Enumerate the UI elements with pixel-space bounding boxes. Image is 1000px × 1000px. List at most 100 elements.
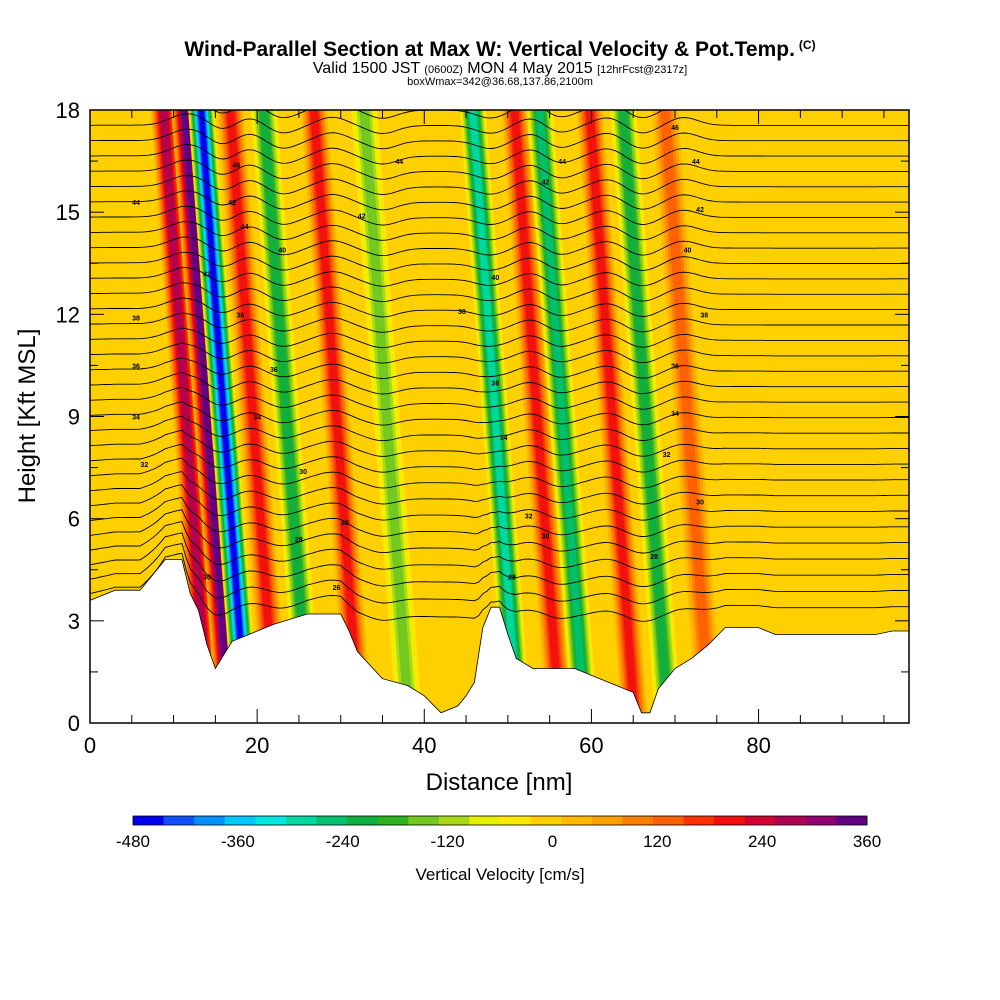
colorbar-swatch xyxy=(714,816,746,825)
isentrope-line xyxy=(90,401,909,426)
isentrope-label: 44 xyxy=(241,224,249,231)
isentrope-label: 34 xyxy=(500,435,508,442)
isentrope-label: 42 xyxy=(228,200,236,207)
isentrope-line xyxy=(90,484,909,521)
isentrope-line xyxy=(90,251,909,272)
isentrope-line xyxy=(90,327,909,349)
y-tick-label: 0 xyxy=(68,711,80,736)
w-band-2 xyxy=(182,110,265,723)
isentrope-line xyxy=(90,357,909,379)
y-tick-label: 18 xyxy=(56,98,80,123)
isentrope-line xyxy=(90,128,909,150)
isentrope-line xyxy=(90,552,909,622)
isentrope-line xyxy=(90,221,909,241)
w-band-6 xyxy=(345,110,428,723)
chart-title: Wind-Parallel Section at Max W: Vertical… xyxy=(0,38,1000,62)
isentrope-line xyxy=(90,521,909,571)
isentrope-label: 40 xyxy=(684,248,692,255)
isentrope-label: 26 xyxy=(333,585,341,592)
colorbar-label: Vertical Velocity [cm/s] xyxy=(415,865,584,884)
isentrope-line xyxy=(90,457,909,489)
isentrope-label: 30 xyxy=(542,534,550,541)
w-band-level xyxy=(254,110,319,723)
terrain-mask xyxy=(89,559,910,724)
colorbar-tick-label: 360 xyxy=(853,832,881,851)
isentrope-line xyxy=(90,496,909,537)
terrain-shape xyxy=(89,559,910,724)
forecast-info: [12hrFcst@2317z] xyxy=(597,64,688,76)
isentrope-label: 30 xyxy=(203,575,211,582)
colorbar-swatch xyxy=(683,816,715,825)
chart-title-text: Wind-Parallel Section at Max W: Vertical… xyxy=(184,38,795,61)
colorbar-tick-label: 120 xyxy=(643,832,671,851)
colorbar-swatch xyxy=(347,816,379,825)
isentrope-line xyxy=(90,144,909,165)
isentrope-label: 34 xyxy=(671,411,679,418)
colorbar-swatch xyxy=(500,816,532,825)
isentrope-label: 44 xyxy=(558,159,566,166)
w-band-level xyxy=(175,110,239,723)
isentrope-line xyxy=(90,282,909,303)
y-tick-label: 15 xyxy=(56,200,80,225)
isentrope-label: 42 xyxy=(203,271,211,278)
w-band-level xyxy=(530,110,594,723)
colorbar-tick-label: -120 xyxy=(431,832,465,851)
w-band-5 xyxy=(295,110,378,723)
isentrope-label: 30 xyxy=(341,520,349,527)
isentrope-line xyxy=(90,113,909,134)
w-band-0 xyxy=(145,110,228,723)
isentrope-line xyxy=(90,542,909,605)
isentrope-line xyxy=(90,205,909,226)
colorbar-tick-label: 0 xyxy=(548,832,557,851)
colorbar-swatch xyxy=(377,816,409,825)
colorbar-tick-label: -240 xyxy=(326,832,360,851)
isentrope-label: 32 xyxy=(525,513,533,520)
boxwmax-line: boxWmax=342@36.68,137.86,2100m xyxy=(407,76,593,88)
w-band-level xyxy=(580,110,645,723)
w-band-10 xyxy=(571,110,654,723)
colorbar-swatch xyxy=(285,816,317,825)
x-tick-label: 0 xyxy=(84,733,96,758)
isentrope-line xyxy=(90,532,909,588)
colorbar-swatch xyxy=(163,816,195,825)
w-band-level xyxy=(654,110,721,723)
isentrope-line xyxy=(90,415,909,442)
isentrope-line xyxy=(90,509,909,554)
y-tick-label: 3 xyxy=(68,609,80,634)
w-band-9 xyxy=(521,110,604,723)
isentrope-label: 32 xyxy=(140,462,148,469)
isentrope-label: 28 xyxy=(295,537,303,544)
w-band-11 xyxy=(604,110,687,723)
isentrope-line xyxy=(90,93,909,103)
colorbar-swatch xyxy=(469,816,501,825)
isentrope-label: 44 xyxy=(395,159,403,166)
isentrope-label: 42 xyxy=(696,207,704,214)
isentrope-label: 38 xyxy=(700,312,708,319)
colorbar-swatch xyxy=(775,816,807,825)
valid-time: Valid 1500 JST xyxy=(312,60,420,77)
isentrope-label: 40 xyxy=(491,275,499,282)
colorbar-swatch xyxy=(591,816,623,825)
colorbar-swatch xyxy=(561,816,593,825)
y-tick-label: 12 xyxy=(56,302,80,327)
isentrope-label: 32 xyxy=(663,452,671,459)
colorbar-swatch xyxy=(133,816,165,825)
colorbar-swatch xyxy=(652,816,684,825)
colorbar-swatch xyxy=(255,816,287,825)
colorbar-swatch xyxy=(224,816,256,825)
isentrope-line xyxy=(90,297,909,318)
x-axis-label: Distance [nm] xyxy=(426,769,573,796)
isentrope-label: 36 xyxy=(671,363,679,370)
copyright-mark: (C) xyxy=(798,38,816,52)
isentrope-label: 38 xyxy=(132,316,140,323)
w-band-12 xyxy=(646,110,729,723)
isentrope-line xyxy=(90,471,909,505)
isentrope-line xyxy=(90,267,909,287)
colorbar-swatch xyxy=(530,816,562,825)
isentrope-label: 36 xyxy=(132,363,140,370)
colorbar: -480 -360 -240 -120 0 120 240 360 xyxy=(116,815,881,851)
isentrope-label: 38 xyxy=(458,309,466,316)
colorbar-swatch xyxy=(438,816,470,825)
colorbar-swatch xyxy=(194,816,226,825)
isentrope-label: 46 xyxy=(232,162,240,169)
